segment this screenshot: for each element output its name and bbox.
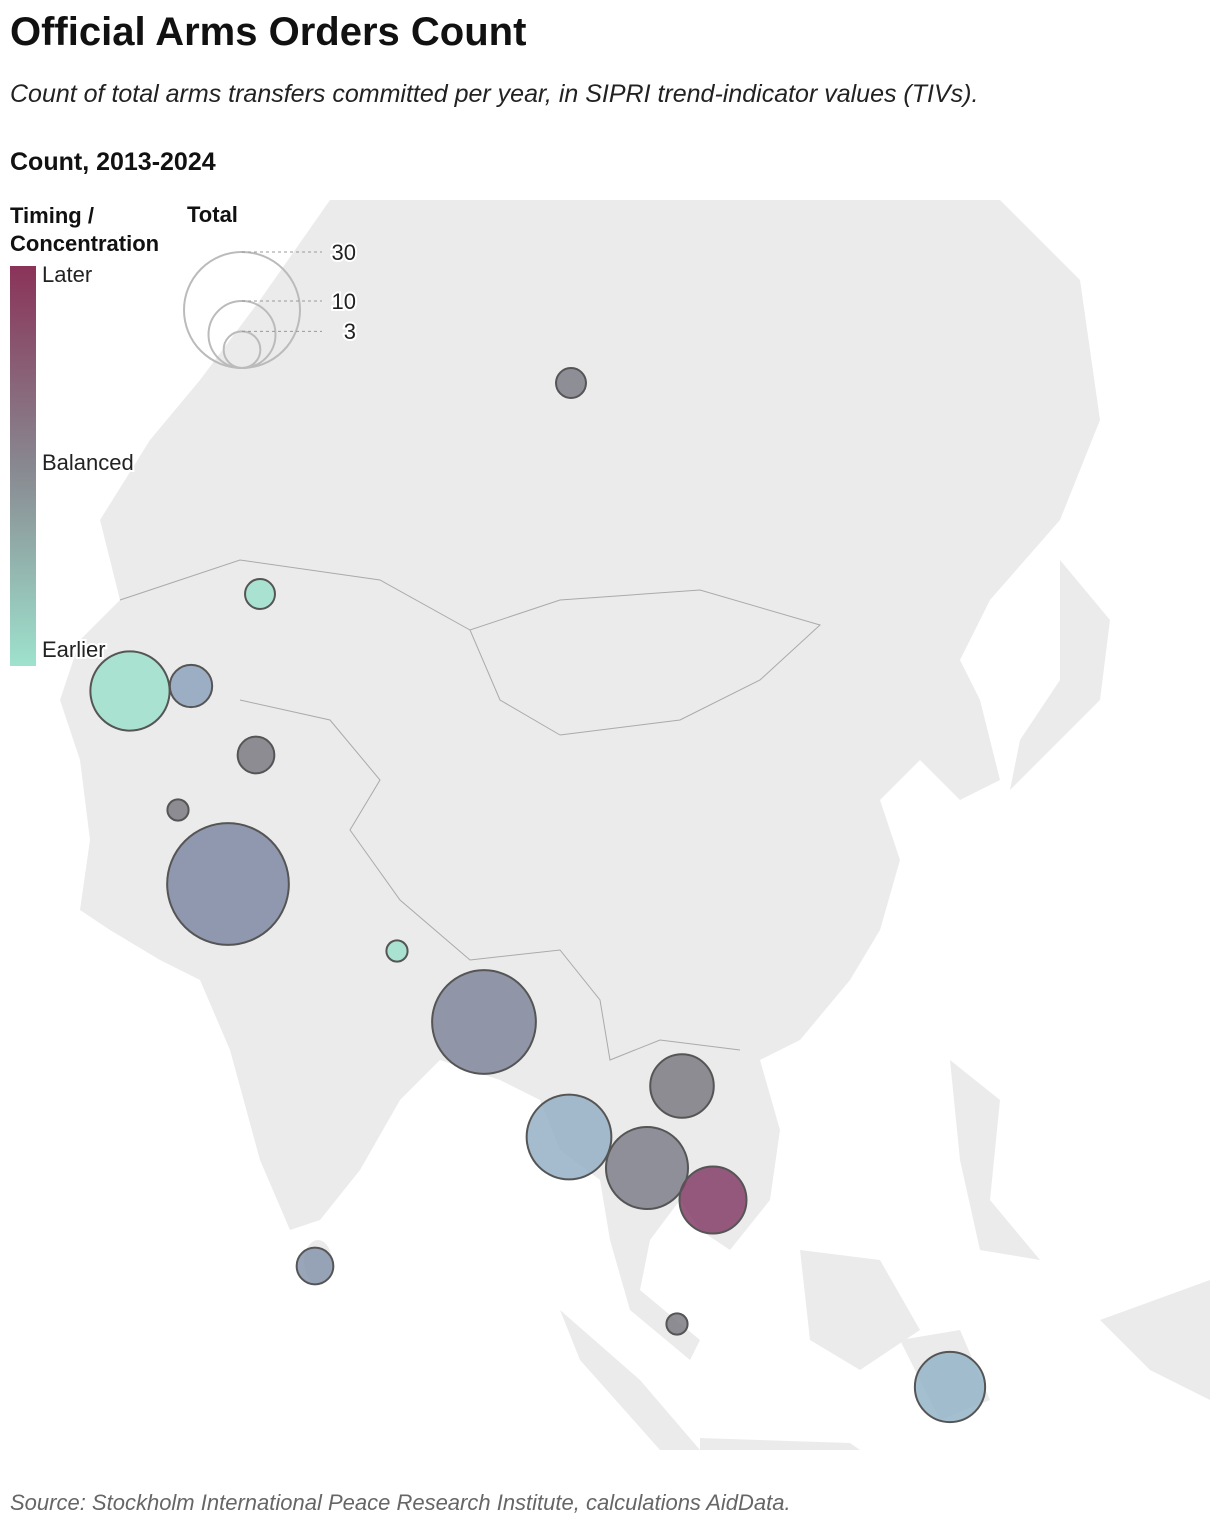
bubble xyxy=(166,822,290,946)
bubble xyxy=(236,735,276,775)
bubble xyxy=(295,1246,335,1286)
bubble xyxy=(649,1053,715,1119)
size-legend-title: Total xyxy=(187,202,238,227)
chart-title: Count, 2013-2024 xyxy=(10,148,216,176)
size-legend-label: 30 xyxy=(332,240,356,265)
size-legend-label: 3 xyxy=(344,319,356,344)
bubble xyxy=(665,1312,689,1336)
bubble xyxy=(166,798,190,822)
source: Source: Stockholm International Peace Re… xyxy=(10,1490,791,1515)
bubble xyxy=(431,969,537,1075)
color-scale xyxy=(10,266,36,666)
bubble xyxy=(89,650,171,732)
color-legend-label: Later xyxy=(42,262,92,287)
color-legend-label: Balanced xyxy=(42,450,134,475)
bubble xyxy=(385,939,409,963)
color-legend-label: Earlier xyxy=(42,637,106,662)
color-legend-title: Timing / Concentration xyxy=(10,203,160,256)
bubble xyxy=(913,1350,987,1424)
bubble xyxy=(555,367,587,399)
bubble xyxy=(244,578,276,610)
title: Official Arms Orders Count xyxy=(10,10,527,54)
borders xyxy=(119,559,821,1061)
bubble xyxy=(168,663,214,709)
subtitle: Count of total arms transfers committed … xyxy=(10,80,979,108)
bubble xyxy=(678,1165,748,1235)
size-legend-label: 10 xyxy=(332,289,356,314)
bubble xyxy=(525,1093,613,1181)
bubble xyxy=(604,1125,690,1211)
